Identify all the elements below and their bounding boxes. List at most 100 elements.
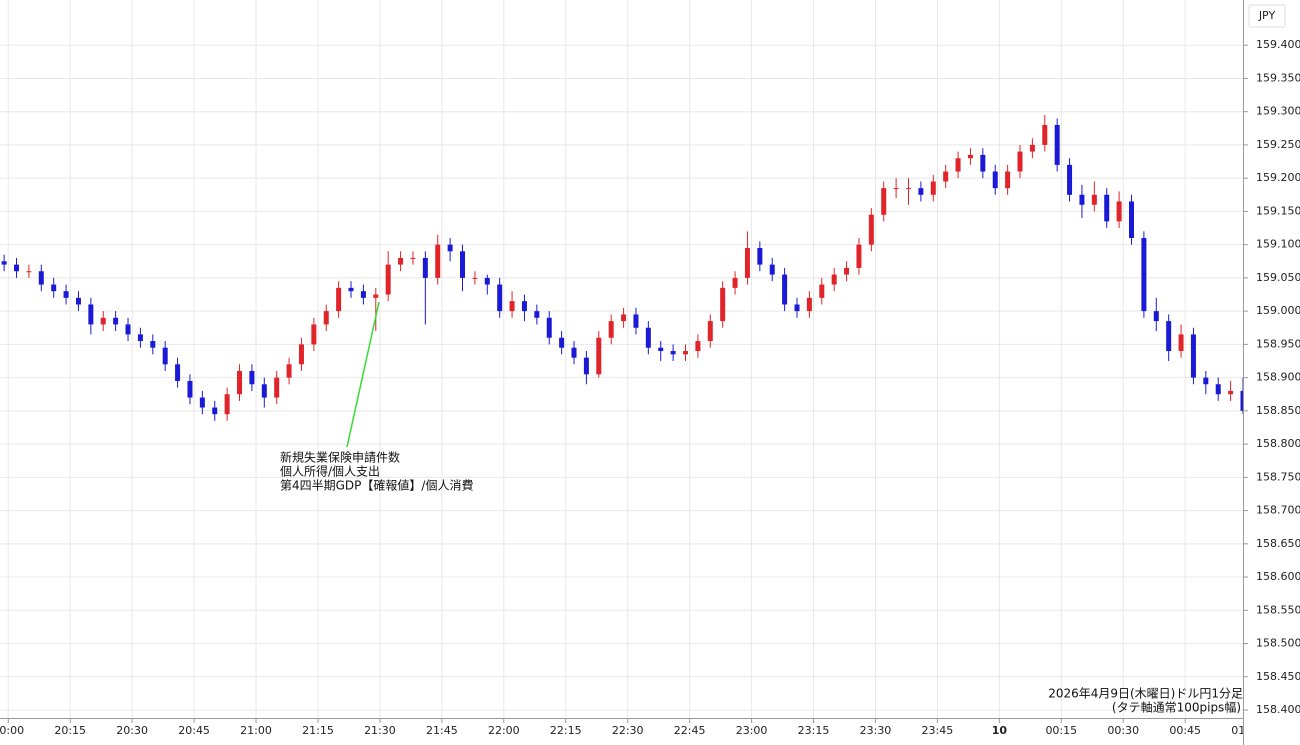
candle-body <box>695 341 701 352</box>
y-tick-label: 158.900 <box>1256 371 1300 384</box>
candle-body <box>150 341 156 348</box>
caption: (タテ軸通常100pips幅) <box>1112 700 1241 715</box>
candle-body <box>410 257 416 259</box>
annotation-pointer <box>346 301 380 448</box>
y-tick-label: 159.400 <box>1256 38 1300 51</box>
x-tick-label: 10 <box>992 724 1008 737</box>
candle-body <box>249 370 255 385</box>
candle-body <box>113 317 119 325</box>
candle-body <box>311 324 317 345</box>
candle-body <box>385 264 391 295</box>
candle-body <box>509 301 515 312</box>
candle-body <box>373 294 379 298</box>
candle-body <box>757 247 763 265</box>
candle-body <box>187 380 193 398</box>
candle-body <box>794 304 800 312</box>
x-tick-label: 21:30 <box>364 724 396 737</box>
candle-body <box>14 264 20 272</box>
y-tick-label: 158.550 <box>1256 603 1300 616</box>
x-tick-label: 21:00 <box>240 724 272 737</box>
x-tick-label: 22:15 <box>550 724 582 737</box>
candle-body <box>336 287 342 312</box>
candle-body <box>943 171 949 182</box>
candle-body <box>75 297 81 305</box>
candle-body <box>323 311 329 325</box>
candle-body <box>175 364 181 381</box>
candle-body <box>670 351 676 355</box>
x-tick-label: 00:15 <box>1045 724 1077 737</box>
x-tick-label: 23:00 <box>736 724 768 737</box>
x-axis: 20:00 20:15 20:30 20:45 21:00 21:15 21:30 21:45… <box>0 718 1263 737</box>
candle-body <box>38 271 44 285</box>
candle-body <box>621 314 627 322</box>
candle-body <box>435 244 441 278</box>
unit-box <box>1248 4 1286 28</box>
candle-body <box>422 257 428 278</box>
candle-body <box>1203 377 1209 385</box>
candle-body <box>1005 171 1011 189</box>
unit-label: JPY <box>1258 9 1276 22</box>
candle-body <box>1190 334 1196 378</box>
candle-body <box>472 277 478 279</box>
candle-body <box>1215 384 1221 395</box>
x-tick-label: 00:45 <box>1169 724 1201 737</box>
annotation-line: 第4四半期GDP【確報値】/個人消費 <box>280 478 473 493</box>
x-tick-label: 01:00 <box>1231 724 1263 737</box>
y-tick-label: 158.750 <box>1256 470 1300 483</box>
candle-body <box>906 188 912 190</box>
x-tick-label: 21:15 <box>302 724 334 737</box>
candle-body <box>596 337 602 375</box>
y-tick-label: 159.150 <box>1256 204 1300 217</box>
annotation-line: 新規失業保険申請件数 <box>280 450 400 465</box>
candle-body <box>831 274 837 285</box>
candle-body <box>856 244 862 268</box>
candle-body <box>212 407 218 415</box>
candle-body <box>497 284 503 312</box>
candle-body <box>868 214 874 245</box>
candle-body <box>980 154 986 172</box>
candle-body <box>955 158 961 172</box>
candle-body <box>1240 390 1243 411</box>
candle-body <box>88 304 94 325</box>
caption: 2026年4月9日(木曜日)ドル円1分足 <box>1048 687 1243 701</box>
candle-body <box>992 171 998 189</box>
candle-body <box>162 347 168 365</box>
candle-body <box>893 188 899 190</box>
y-tick-label: 159.350 <box>1256 71 1300 84</box>
candle-body <box>286 364 292 378</box>
x-tick-label: 22:00 <box>488 724 520 737</box>
y-tick-label: 159.000 <box>1256 304 1300 317</box>
candle-body <box>720 287 726 322</box>
candle-body <box>571 347 577 358</box>
candle-body <box>521 301 527 312</box>
candle-body <box>1029 144 1035 152</box>
candle-body <box>237 370 243 395</box>
candle-body <box>1129 201 1135 239</box>
y-tick-label: 159.250 <box>1256 138 1300 151</box>
candle-body <box>732 277 738 288</box>
candle-body <box>63 291 69 298</box>
candle-body <box>744 247 750 278</box>
candle-body <box>534 311 540 318</box>
y-tick-label: 159.050 <box>1256 271 1300 284</box>
x-tick-label: 20:00 <box>0 724 24 737</box>
candle-body <box>484 277 490 285</box>
y-tick-label: 158.600 <box>1256 570 1300 583</box>
x-tick-label: 23:30 <box>860 724 892 737</box>
x-tick-label: 23:45 <box>922 724 954 737</box>
x-tick-label: 22:30 <box>612 724 644 737</box>
x-tick-label: 00:30 <box>1107 724 1139 737</box>
y-tick-label: 158.950 <box>1256 337 1300 350</box>
candle-body <box>360 291 366 298</box>
candle-body <box>1091 194 1097 205</box>
x-tick-label: 20:30 <box>116 724 148 737</box>
candle-body <box>1166 321 1172 352</box>
y-tick-label: 158.850 <box>1256 404 1300 417</box>
candle-body <box>683 351 689 355</box>
y-axis: 158.400 158.450 158.500 158.550 158.600 158.6… <box>1243 38 1300 716</box>
candle-body <box>1054 124 1060 165</box>
candle-body <box>844 267 850 275</box>
candle-body <box>398 257 404 265</box>
candle-body <box>1067 164 1073 195</box>
candle-body <box>1228 390 1234 395</box>
